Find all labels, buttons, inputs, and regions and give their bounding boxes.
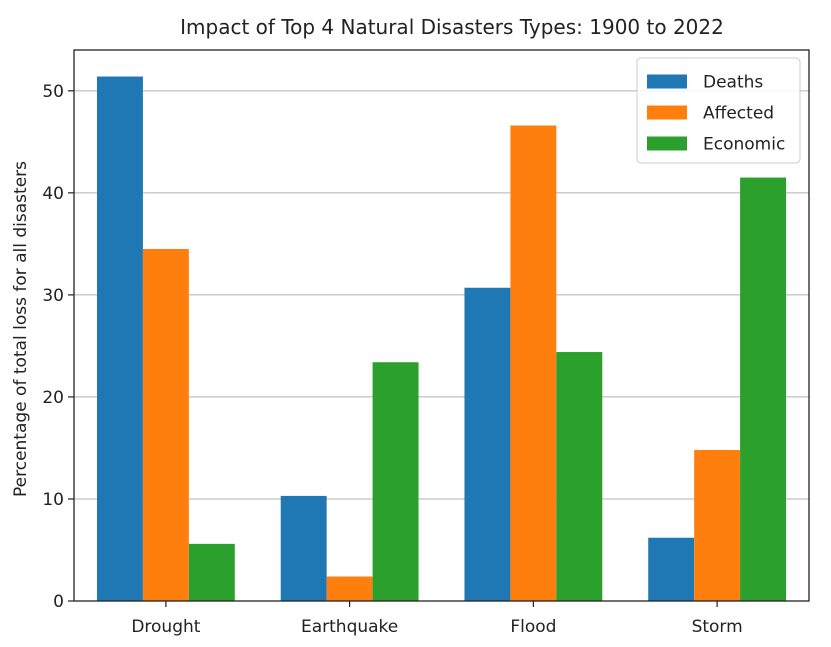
legend-swatch-economic <box>647 136 687 151</box>
legend-swatch-affected <box>647 105 687 120</box>
bar-economic-drought <box>188 543 235 601</box>
y-tick-label: 30 <box>42 286 64 306</box>
bar-deaths-storm <box>648 537 695 601</box>
y-axis-label: Percentage of total loss for all disaste… <box>11 161 31 497</box>
bar-affected-earthquake <box>326 576 373 601</box>
bar-deaths-earthquake <box>280 495 327 601</box>
x-tick-label: Earthquake <box>301 617 398 637</box>
y-tick-label: 10 <box>42 490 64 510</box>
grid-lines <box>74 90 809 500</box>
legend-label-economic: Economic <box>703 135 785 155</box>
x-tick-label: Flood <box>510 617 556 637</box>
bar-economic-storm <box>740 177 787 601</box>
legend: Deaths Affected Economic <box>636 57 801 164</box>
axis-ticks: 0 10 20 30 40 50 Drought Earthquake Flood Storm <box>42 82 742 637</box>
bar-affected-drought <box>142 248 189 601</box>
y-tick-label: 40 <box>42 184 64 204</box>
y-tick-label: 50 <box>42 82 64 102</box>
bar-deaths-drought <box>96 76 143 601</box>
y-tick-label: 0 <box>53 592 64 612</box>
plot-frame <box>73 49 810 602</box>
bar-economic-flood <box>556 352 603 601</box>
bar-affected-flood <box>510 125 557 601</box>
x-tick-label: Storm <box>692 617 743 637</box>
y-tick-label: 20 <box>42 388 64 408</box>
x-tick-label: Drought <box>131 617 200 637</box>
bar-affected-storm <box>694 449 741 601</box>
legend-label-affected: Affected <box>703 104 774 124</box>
legend-swatch-deaths <box>647 74 687 89</box>
legend-label-deaths: Deaths <box>703 73 763 93</box>
chart-title: Impact of Top 4 Natural Disasters Types:… <box>180 15 724 39</box>
bar-deaths-flood <box>464 287 511 601</box>
bars <box>96 76 787 601</box>
bar-economic-earthquake <box>372 362 419 601</box>
